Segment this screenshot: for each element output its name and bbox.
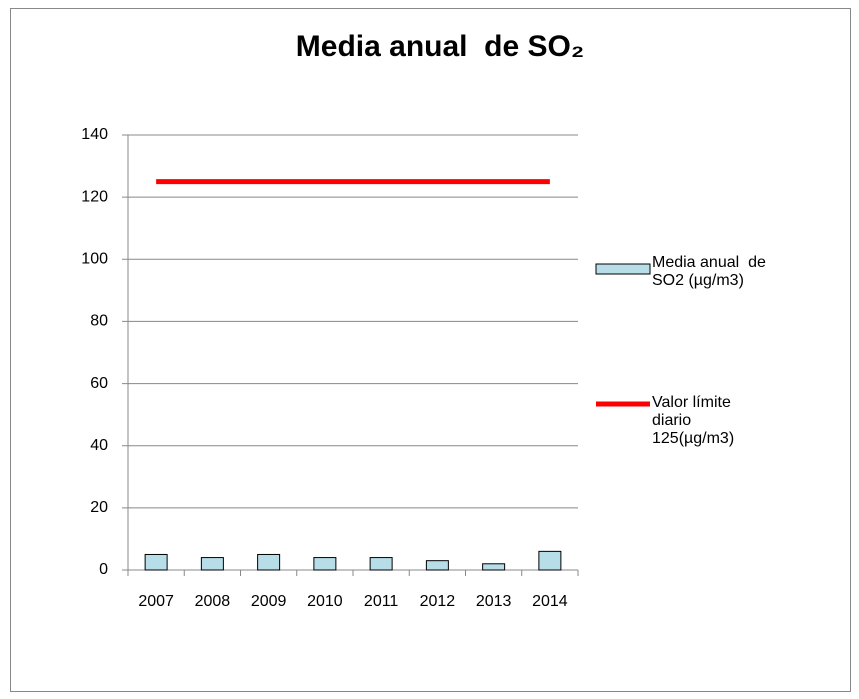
x-tick-label: 2010 (307, 593, 343, 610)
x-tick-label: 2014 (532, 593, 568, 610)
x-tick-label: 2009 (251, 593, 287, 610)
bar (425, 560, 449, 571)
x-tick-label: 2011 (364, 593, 399, 610)
y-tick-label: 140 (81, 126, 108, 143)
x-tick-label: 2012 (420, 593, 456, 610)
y-tick-label: 20 (90, 499, 108, 516)
bar (313, 557, 337, 571)
y-tick-label: 100 (81, 251, 108, 268)
bar (538, 550, 562, 571)
bar (200, 557, 224, 571)
y-tick-label: 120 (81, 188, 108, 205)
y-tick-label: 0 (99, 561, 108, 578)
legend-swatch (595, 263, 651, 275)
x-tick-label: 2013 (476, 593, 512, 610)
y-tick-label: 80 (90, 313, 108, 330)
chart-title: Media anual de SO₂ (296, 30, 584, 63)
bar (257, 553, 281, 571)
bar (482, 563, 506, 571)
x-tick-label: 2007 (138, 593, 174, 610)
bar (369, 557, 393, 571)
y-tick-label: 40 (90, 437, 108, 454)
bar (144, 553, 168, 571)
legend-label: Media anual de SO2 (µg/m3) (652, 254, 771, 289)
y-tick-label: 60 (90, 375, 108, 392)
chart-frame (10, 8, 851, 692)
x-tick-label: 2008 (195, 593, 231, 610)
legend-label: Valor límite diario 125(µg/m3) (652, 394, 736, 447)
